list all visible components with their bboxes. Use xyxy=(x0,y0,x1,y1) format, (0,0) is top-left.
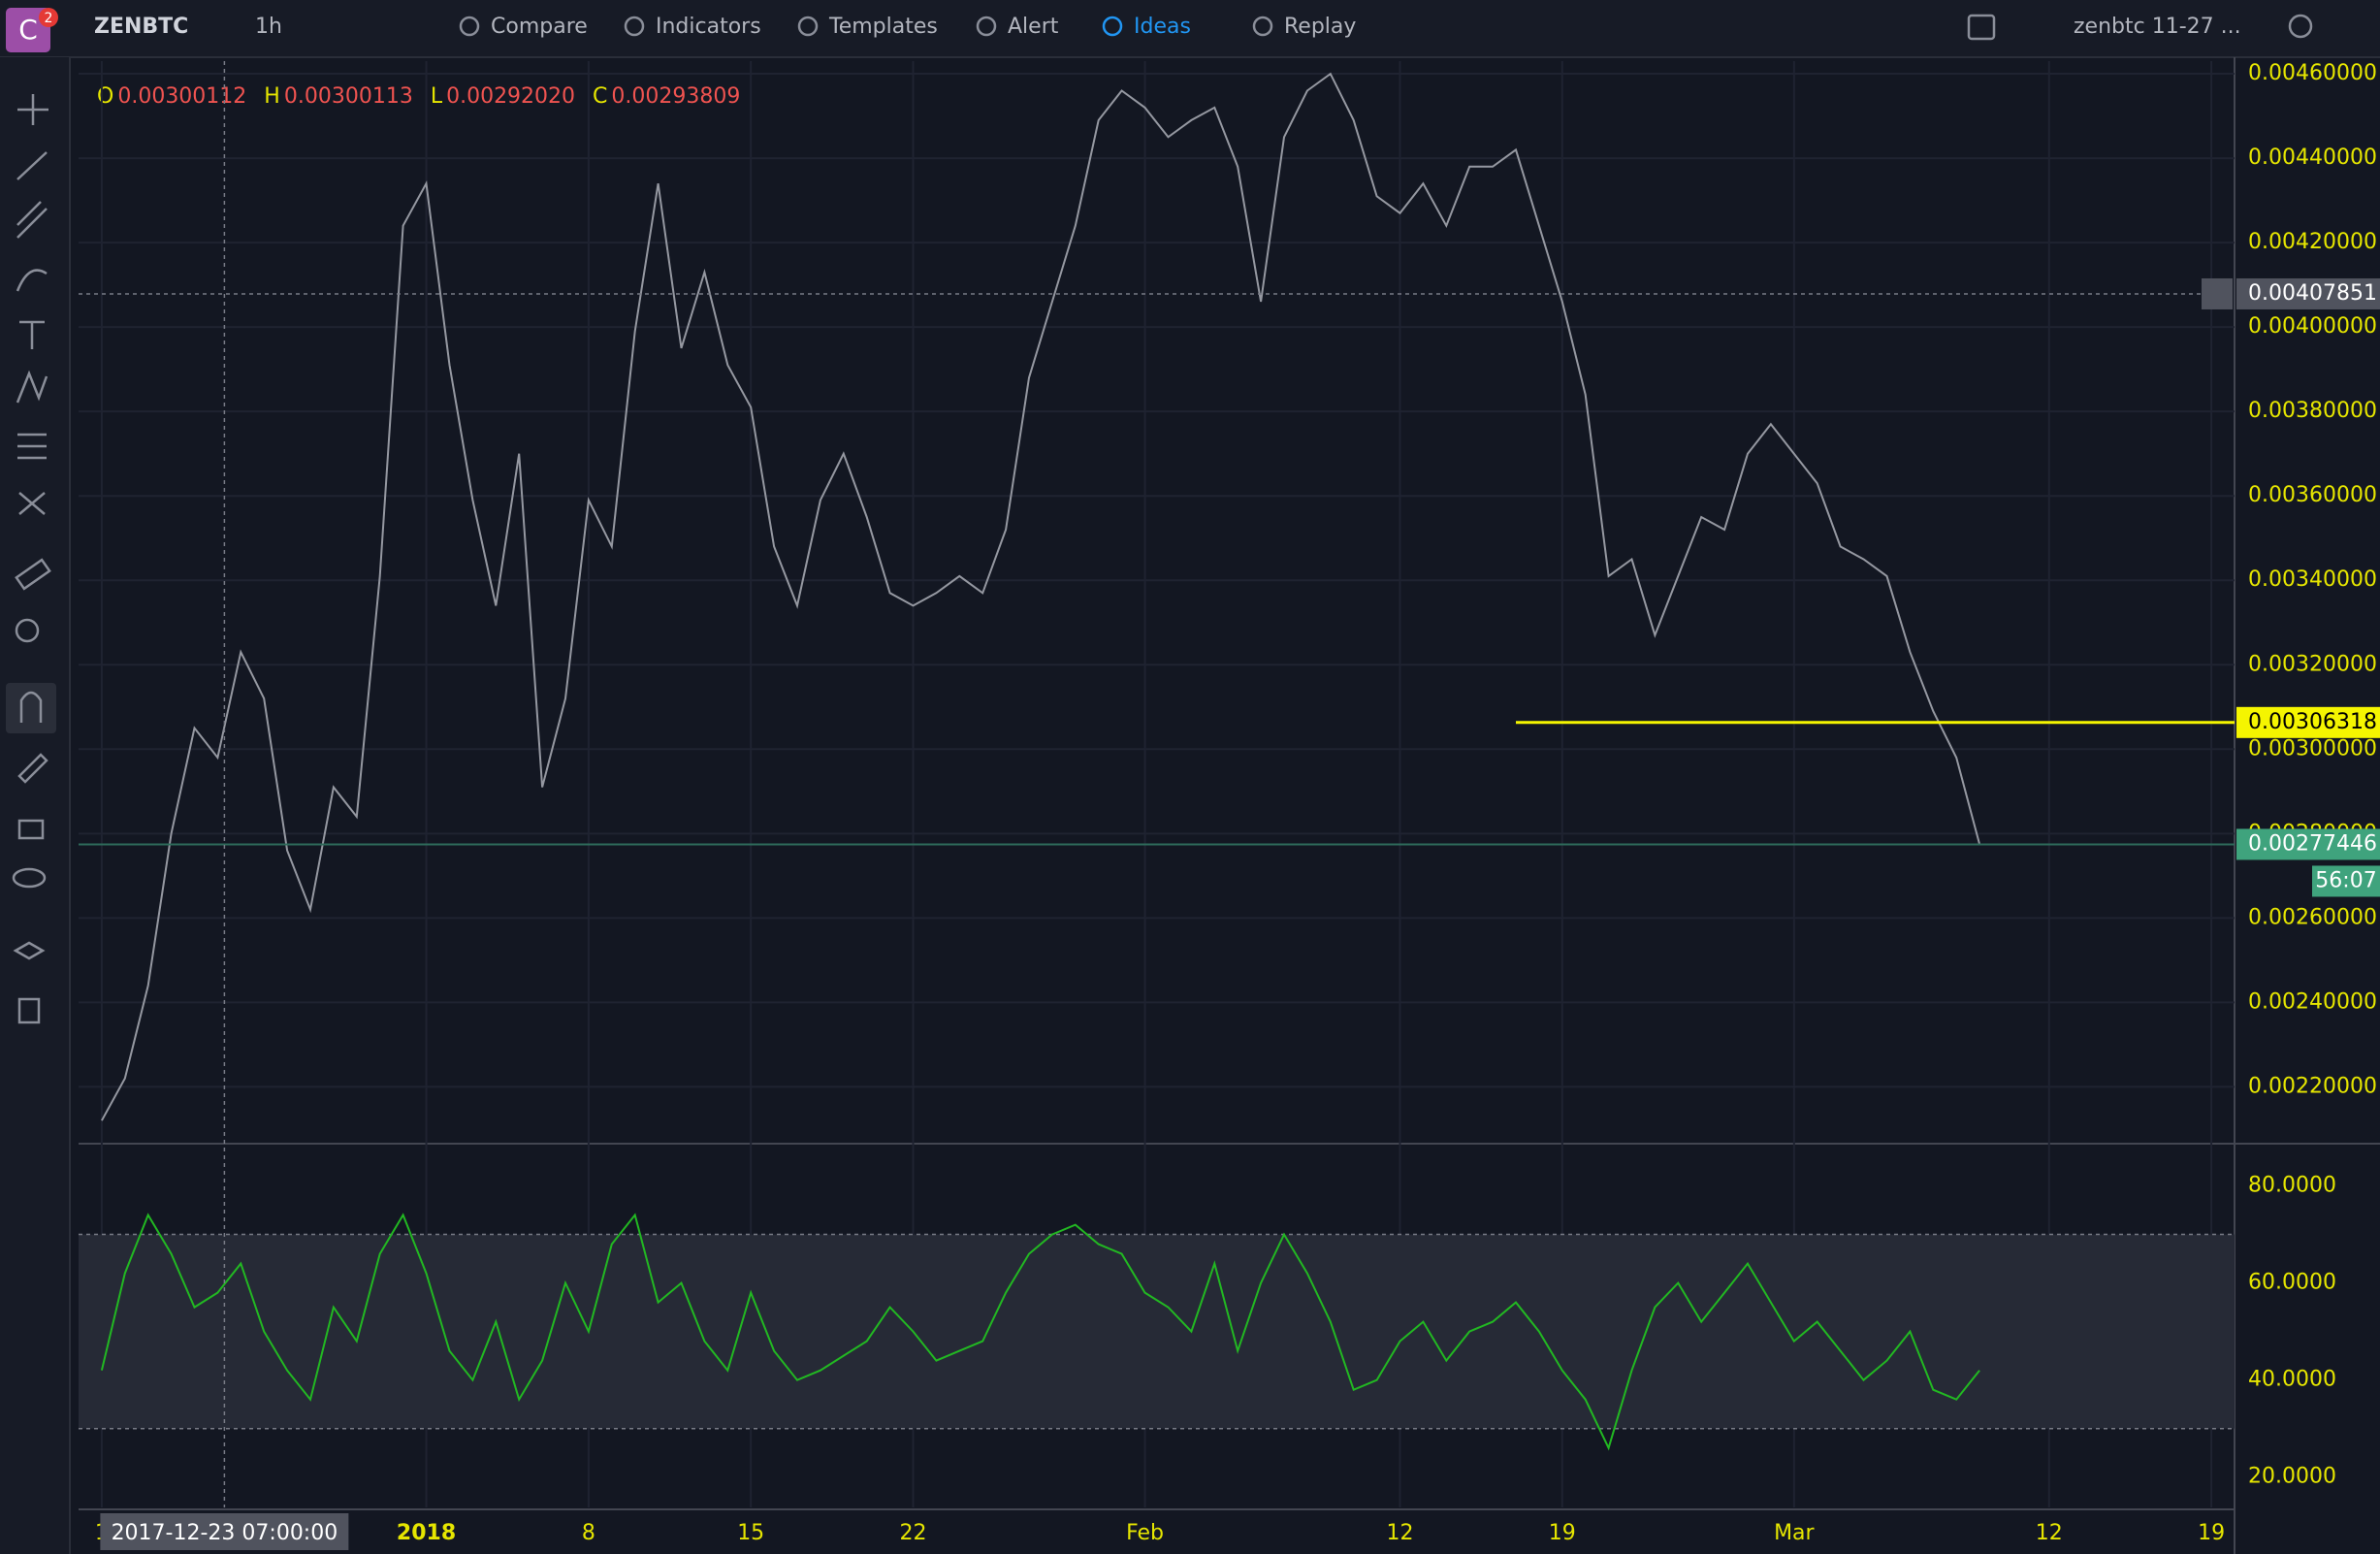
last-price-label: 0.00277446 xyxy=(2248,831,2377,856)
interval[interactable]: 1h xyxy=(255,15,282,39)
crosshair-price: 0.00407851 xyxy=(2248,281,2377,306)
y-tick-label: 80.0000 xyxy=(2248,1174,2336,1198)
ruler-tool[interactable] xyxy=(15,558,51,591)
y-tick-label: 0.00220000 xyxy=(2248,1074,2377,1098)
x-tick-label: 15 xyxy=(737,1521,764,1545)
remove-tool[interactable] xyxy=(18,492,46,515)
fullscreen-icon[interactable] xyxy=(1967,14,1996,41)
crosshair-time-bg xyxy=(100,1513,349,1550)
legend-value: 0.00293809 xyxy=(611,84,740,109)
price-label-bg xyxy=(2236,828,2380,860)
ohlc-legend: O 0.00300112 H 0.00300113 L 0.00292020 C 0.0029… xyxy=(97,84,740,109)
legend-value: 0.00292020 xyxy=(446,84,575,109)
lock-tool[interactable] xyxy=(17,819,45,840)
button-icon[interactable] xyxy=(797,16,819,37)
y-tick-label: 0.00300000 xyxy=(2248,736,2377,761)
crosshair-price-bg xyxy=(2236,277,2380,309)
x-tick-label: Feb xyxy=(1126,1521,1164,1545)
prediction-tool[interactable] xyxy=(17,433,47,460)
legend-label: C xyxy=(593,84,607,109)
toolbar-button[interactable]: Compare xyxy=(491,15,588,39)
crosshair-time: 2017-12-23 07:00:00 xyxy=(112,1521,338,1545)
price-label-bg xyxy=(2236,706,2380,738)
y-tick-label: 0.00240000 xyxy=(2248,989,2377,1014)
y-tick-label: 0.00380000 xyxy=(2248,399,2377,423)
trash-tool[interactable] xyxy=(17,997,41,1024)
magnet-bg xyxy=(6,683,56,733)
button-icon[interactable] xyxy=(1102,16,1123,37)
x-tick-label: Mar xyxy=(1774,1521,1815,1545)
y-tick-label: 60.0000 xyxy=(2248,1271,2336,1295)
crosshair-plus xyxy=(2202,277,2233,309)
symbol[interactable]: ZENBTC xyxy=(94,15,188,39)
y-tick-label: 0.00440000 xyxy=(2248,146,2377,170)
fib-tool[interactable] xyxy=(16,201,48,239)
legend-label: L xyxy=(431,84,443,109)
brush-tool[interactable] xyxy=(16,269,48,292)
tree-tool[interactable] xyxy=(13,941,46,960)
x-tick-label: 12 xyxy=(2036,1521,2063,1545)
y-tick-label: 0.00360000 xyxy=(2248,483,2377,507)
toolbar-button[interactable]: Alert xyxy=(1008,15,1059,39)
rsi-band xyxy=(79,1234,2235,1429)
magnet-tool[interactable] xyxy=(19,691,43,723)
toolbar-button[interactable]: Replay xyxy=(1284,15,1356,39)
x-tick-label: 12 xyxy=(1386,1521,1413,1545)
legend-value: 0.00300113 xyxy=(284,84,413,109)
x-tick-label: 22 xyxy=(900,1521,927,1545)
price-pane xyxy=(79,61,2235,1142)
x-tick-label: 19 xyxy=(1549,1521,1576,1545)
x-tick-label: 19 xyxy=(2198,1521,2225,1545)
y-tick-label: 0.00260000 xyxy=(2248,905,2377,929)
x-tick-label: 8 xyxy=(582,1521,595,1545)
button-icon[interactable] xyxy=(976,16,997,37)
layout-name[interactable]: zenbtc 11-27 ... xyxy=(2074,15,2241,39)
button-icon[interactable] xyxy=(459,16,480,37)
logo-text: C xyxy=(18,14,38,46)
hide-tool[interactable] xyxy=(12,867,47,889)
badge xyxy=(39,8,58,27)
button-icon[interactable] xyxy=(1252,16,1273,37)
zoom-tool[interactable] xyxy=(15,618,40,643)
stay-drawing[interactable] xyxy=(17,753,48,784)
y-tick-label: 0.00320000 xyxy=(2248,652,2377,676)
legend-label: H xyxy=(264,84,280,109)
badge-text: 2 xyxy=(45,11,53,26)
y-tick-label: 20.0000 xyxy=(2248,1465,2336,1489)
legend-label: O xyxy=(97,84,113,109)
hline-price-label: 0.00306318 xyxy=(2248,710,2377,734)
top-toolbar xyxy=(0,0,2380,57)
y-tick-label: 40.0000 xyxy=(2248,1368,2336,1392)
crosshair-tool[interactable] xyxy=(17,94,48,125)
y-tick-label: 0.00340000 xyxy=(2248,567,2377,592)
y-tick-label: 0.00400000 xyxy=(2248,314,2377,339)
line-series xyxy=(100,1213,1980,1451)
x-tick-label: 2018 xyxy=(397,1521,456,1545)
countdown-bg xyxy=(2312,865,2380,897)
toolbar-button[interactable]: Templates xyxy=(828,15,938,39)
button-icon[interactable] xyxy=(624,16,645,37)
y-tick-label: 0.00420000 xyxy=(2248,230,2377,254)
left-toolbar xyxy=(0,57,70,1554)
text-tool[interactable] xyxy=(19,320,45,349)
settings-icon[interactable] xyxy=(2288,14,2313,39)
legend-value: 0.00300112 xyxy=(117,84,246,109)
y-tick-label: 0.00460000 xyxy=(2248,61,2377,85)
pattern-tool[interactable] xyxy=(16,370,48,404)
countdown: 56:07 xyxy=(2315,868,2376,892)
toolbar-button[interactable]: Indicators xyxy=(656,15,761,39)
line-tool[interactable] xyxy=(16,151,48,180)
left-tools xyxy=(6,94,56,1024)
line-series xyxy=(101,72,1981,1121)
toolbar-button[interactable]: Ideas xyxy=(1134,15,1191,39)
